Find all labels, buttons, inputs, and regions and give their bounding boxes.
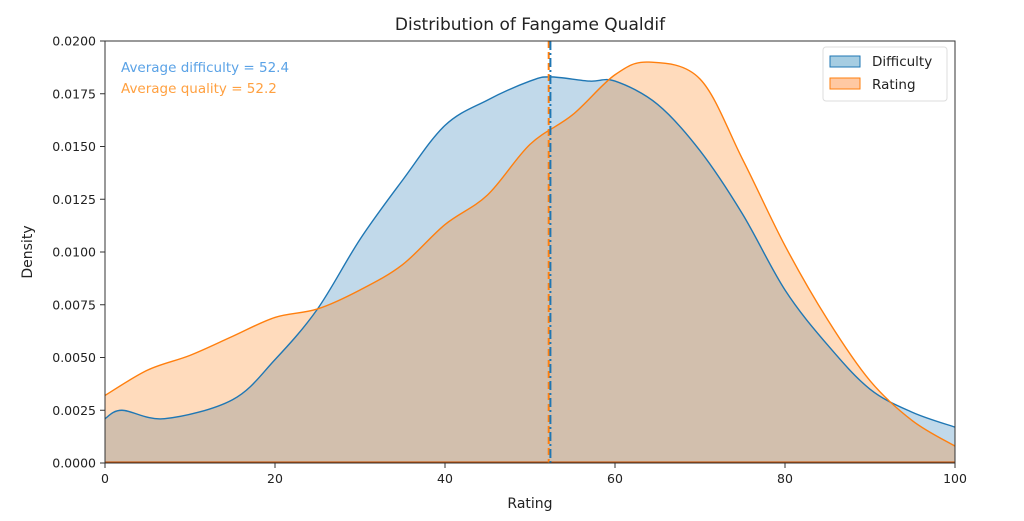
annotation-quality: Average quality = 52.2	[121, 81, 277, 97]
legend-label-rating: Rating	[872, 77, 916, 93]
x-axis-label: Rating	[507, 496, 552, 512]
y-tick-label: 0.0025	[52, 403, 96, 418]
y-tick-label: 0.0125	[52, 192, 96, 207]
legend: Difficulty Rating	[822, 46, 948, 102]
x-tick-label: 0	[101, 471, 109, 486]
y-tick-label: 0.0150	[52, 139, 96, 154]
y-tick-label: 0.0175	[52, 86, 96, 101]
legend-label-difficulty: Difficulty	[872, 54, 932, 70]
density-line-difficulty	[104, 76, 956, 428]
x-tick-label: 20	[267, 471, 283, 486]
density-line-rating	[104, 61, 956, 447]
x-tick-label: 40	[437, 471, 453, 486]
y-axis-label: Density	[20, 225, 36, 278]
density-area-difficulty	[105, 76, 955, 464]
x-tick-label: 60	[607, 471, 623, 486]
x-tick-label: 100	[943, 471, 967, 486]
density-area-rating	[105, 62, 955, 463]
legend-swatch-difficulty	[829, 55, 861, 68]
y-tick-label: 0.0075	[52, 297, 96, 312]
x-tick-label: 80	[777, 471, 793, 486]
y-tick-label: 0.0100	[52, 245, 96, 260]
y-tick-label: 0.0050	[52, 350, 96, 365]
y-tick-label: 0.0200	[52, 34, 96, 49]
chart-title: Distribution of Fangame Qualdif	[395, 15, 666, 35]
annotation-difficulty: Average difficulty = 52.4	[121, 60, 289, 76]
y-tick-label: 0.0000	[52, 456, 96, 471]
legend-swatch-rating	[829, 77, 861, 90]
